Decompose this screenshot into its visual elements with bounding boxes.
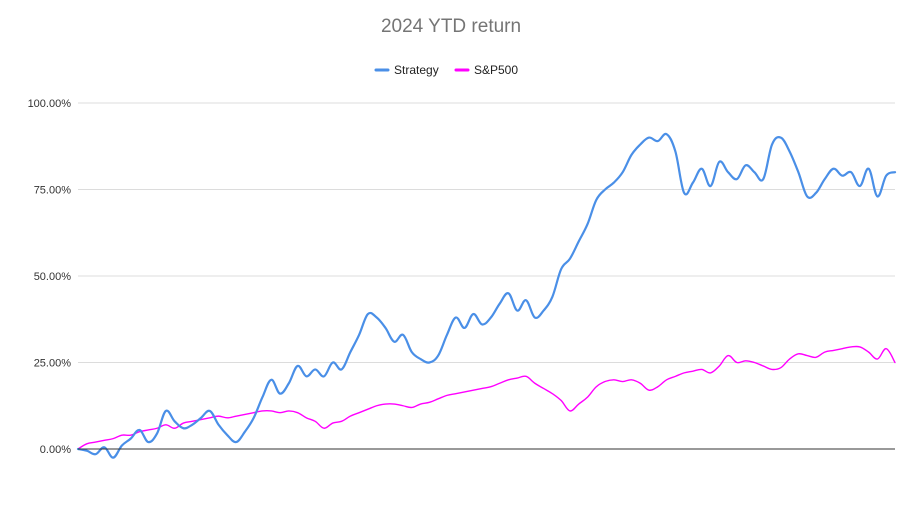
series-layer — [76, 132, 897, 459]
legend: Strategy S&P500 — [374, 63, 518, 77]
y-tick-label: 25.00% — [34, 358, 72, 370]
chart-title: 2024 YTD return — [381, 16, 521, 37]
legend-label: Strategy — [394, 63, 439, 77]
series-line[interactable] — [77, 345, 896, 450]
legend-label: S&P500 — [474, 63, 518, 77]
y-tick-label: 75.00% — [34, 185, 72, 197]
legend-item[interactable]: S&P500 — [454, 63, 518, 77]
y-tick-label: 0.00% — [40, 444, 71, 456]
gridlines — [78, 102, 895, 363]
y-axis-ticks: 0.00% 25.00% 50.00% 75.00% 100.00% — [28, 98, 72, 456]
legend-item[interactable]: Strategy — [374, 63, 439, 77]
y-tick-label: 100.00% — [28, 98, 72, 110]
y-tick-label: 50.00% — [34, 271, 72, 283]
series-line[interactable] — [76, 132, 897, 459]
